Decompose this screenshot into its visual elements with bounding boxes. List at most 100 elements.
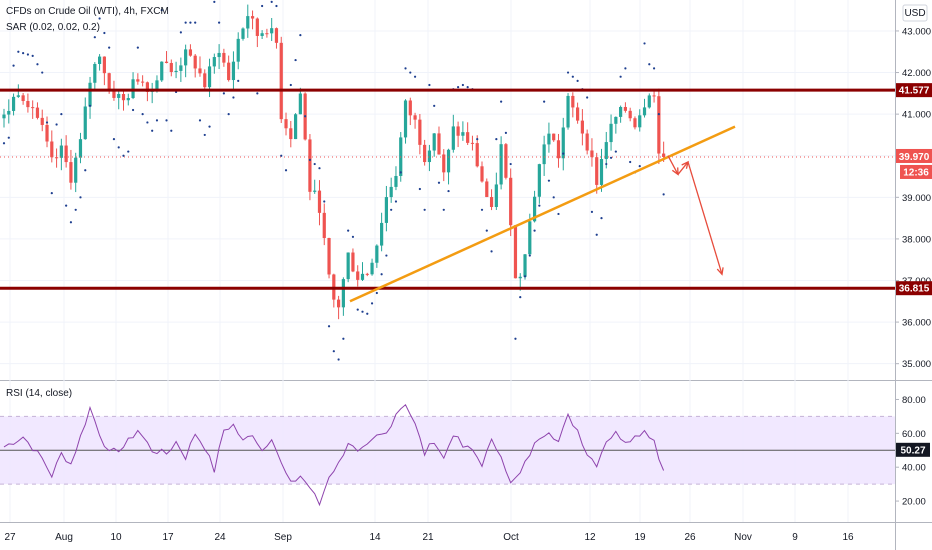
sar-dot [26, 53, 29, 56]
price-tick-label: 39.000 [902, 193, 931, 204]
candle-body [623, 106, 627, 111]
rsi-tick-label: 80.00 [902, 395, 926, 406]
sar-dot [447, 189, 450, 193]
sar-dot [543, 100, 546, 103]
candle-body [466, 132, 470, 143]
candle-body [198, 68, 202, 74]
currency-button[interactable] [902, 4, 928, 22]
candle-body [566, 95, 570, 128]
sar-dot [433, 104, 436, 107]
sar-dot [342, 337, 345, 340]
sar-dot [629, 160, 632, 164]
candle-body [370, 262, 374, 275]
sar-dot [495, 137, 498, 141]
candle-body [222, 52, 226, 63]
countdown-tag [900, 164, 932, 179]
candle-body [652, 95, 656, 97]
sar-dot [232, 96, 235, 99]
candle-body [427, 150, 432, 163]
chart-title[interactable]: CFDs on Crude Oil (WTI), 4h, FXCM [6, 6, 169, 17]
sar-dot [347, 229, 350, 232]
candle-body [21, 95, 25, 102]
candle-body [561, 127, 565, 159]
sar-dot [662, 193, 665, 196]
candle-body [389, 186, 393, 198]
candle-body [365, 273, 369, 275]
candle-body [494, 184, 498, 207]
sar-dot [356, 308, 359, 311]
candle-body [432, 133, 436, 151]
parabolic-sar-series [2, 0, 665, 361]
candle-body [375, 245, 379, 263]
sar-dot [648, 63, 651, 66]
candle-body [662, 153, 666, 157]
sar-dot [614, 150, 617, 153]
candle-body [595, 157, 599, 185]
candle-body [513, 225, 518, 279]
level-price-label: 36.815 [899, 284, 930, 295]
sar-dot [519, 296, 522, 299]
sar-dot [184, 21, 187, 24]
sar-dot [22, 52, 25, 55]
level-price-label: 41.577 [899, 86, 930, 97]
candle-body [614, 116, 618, 124]
price-tick-label: 35.000 [902, 359, 931, 370]
candle-body [657, 96, 661, 154]
sar-dot [275, 4, 278, 8]
candle-body [102, 56, 106, 74]
rsi-indicator-label[interactable]: RSI (14, close) [6, 388, 72, 399]
forecast-arrow-1 [667, 155, 679, 175]
candle-body [107, 73, 111, 89]
sar-dot [370, 302, 374, 305]
sar-dot [399, 171, 402, 174]
candle-body [50, 141, 54, 158]
candle-body [31, 107, 35, 109]
level-price-tag [896, 83, 932, 98]
sar-dot [31, 54, 34, 58]
candle-body [246, 16, 250, 29]
sar-dot [12, 64, 15, 67]
sar-dot [50, 192, 53, 195]
sar-dot [227, 113, 230, 116]
sar-dot [500, 100, 503, 103]
date-tick-label: Sep [274, 532, 292, 543]
trend-line [349, 125, 736, 303]
forecast-arrow-3 [687, 161, 723, 275]
candle-body [499, 144, 503, 185]
candle-body [599, 159, 604, 185]
sar-dot [600, 217, 603, 220]
sar-dot [41, 71, 44, 74]
sar-dot [523, 275, 527, 278]
sar-dot [189, 21, 192, 24]
candle-body [394, 175, 398, 187]
price-tick-label: 41.000 [902, 110, 931, 121]
candle-body [609, 123, 613, 143]
sar-indicator-label[interactable]: SAR (0.02, 0.02, 0.2) [6, 22, 100, 33]
candle-body [184, 49, 188, 66]
sar-dot [280, 154, 283, 157]
sar-dot [213, 0, 216, 3]
candle-body [35, 107, 40, 118]
rsi-last-value: 50.27 [900, 445, 925, 456]
sar-dot [136, 46, 139, 49]
sar-dot [261, 4, 264, 8]
candle-body [423, 144, 427, 163]
candle-body [509, 177, 513, 226]
sar-dot [480, 208, 484, 211]
candle-body [145, 82, 149, 92]
sar-dot [437, 181, 441, 184]
candle-body [619, 106, 623, 117]
date-tick-label: Nov [734, 532, 752, 543]
sar-dot [504, 131, 507, 134]
candle-body [480, 166, 484, 182]
sar-dot [337, 358, 340, 361]
sar-dot [237, 79, 240, 82]
candle-body [356, 271, 360, 280]
sar-dot [533, 229, 536, 232]
sar-dot [84, 169, 87, 172]
candle-body [408, 100, 412, 116]
sar-dot [208, 125, 211, 128]
candle-body [604, 142, 608, 160]
candle-body [475, 143, 479, 167]
